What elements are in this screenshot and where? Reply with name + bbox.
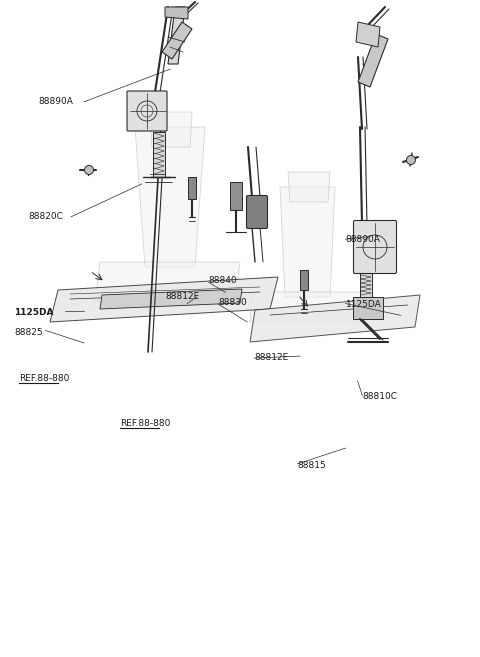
Text: REF.88-880: REF.88-880 [120,419,170,428]
Text: 1125DA: 1125DA [346,300,381,309]
Bar [153,132,165,177]
Polygon shape [100,289,242,309]
Text: 88812E: 88812E [254,353,288,362]
Bar [300,270,308,290]
Text: 88840: 88840 [209,276,238,285]
Bar [230,182,242,210]
Polygon shape [280,187,335,297]
Polygon shape [250,292,362,322]
Text: 88812E: 88812E [166,292,200,302]
Text: 88890A: 88890A [346,235,381,244]
Bar [353,297,383,319]
Circle shape [84,166,94,175]
Text: 88825: 88825 [14,328,43,337]
Bar [188,177,196,199]
Polygon shape [135,127,205,267]
Polygon shape [168,7,185,64]
Polygon shape [165,7,188,19]
Polygon shape [250,295,420,342]
Text: REF.88-880: REF.88-880 [19,374,70,383]
FancyBboxPatch shape [247,196,267,229]
Polygon shape [95,262,240,302]
Polygon shape [288,172,330,202]
Text: 1125DA: 1125DA [14,307,54,317]
FancyBboxPatch shape [353,221,396,273]
Text: 88820C: 88820C [29,212,64,221]
Bar [360,272,372,297]
Polygon shape [50,277,278,322]
Text: 88830: 88830 [218,298,247,307]
Circle shape [407,156,416,164]
Polygon shape [150,112,192,147]
FancyBboxPatch shape [127,91,167,131]
Polygon shape [358,34,388,87]
Text: 88815: 88815 [298,461,326,470]
Polygon shape [162,22,192,59]
Polygon shape [356,22,380,47]
Text: 88890A: 88890A [38,97,73,106]
Text: 88810C: 88810C [362,392,397,401]
